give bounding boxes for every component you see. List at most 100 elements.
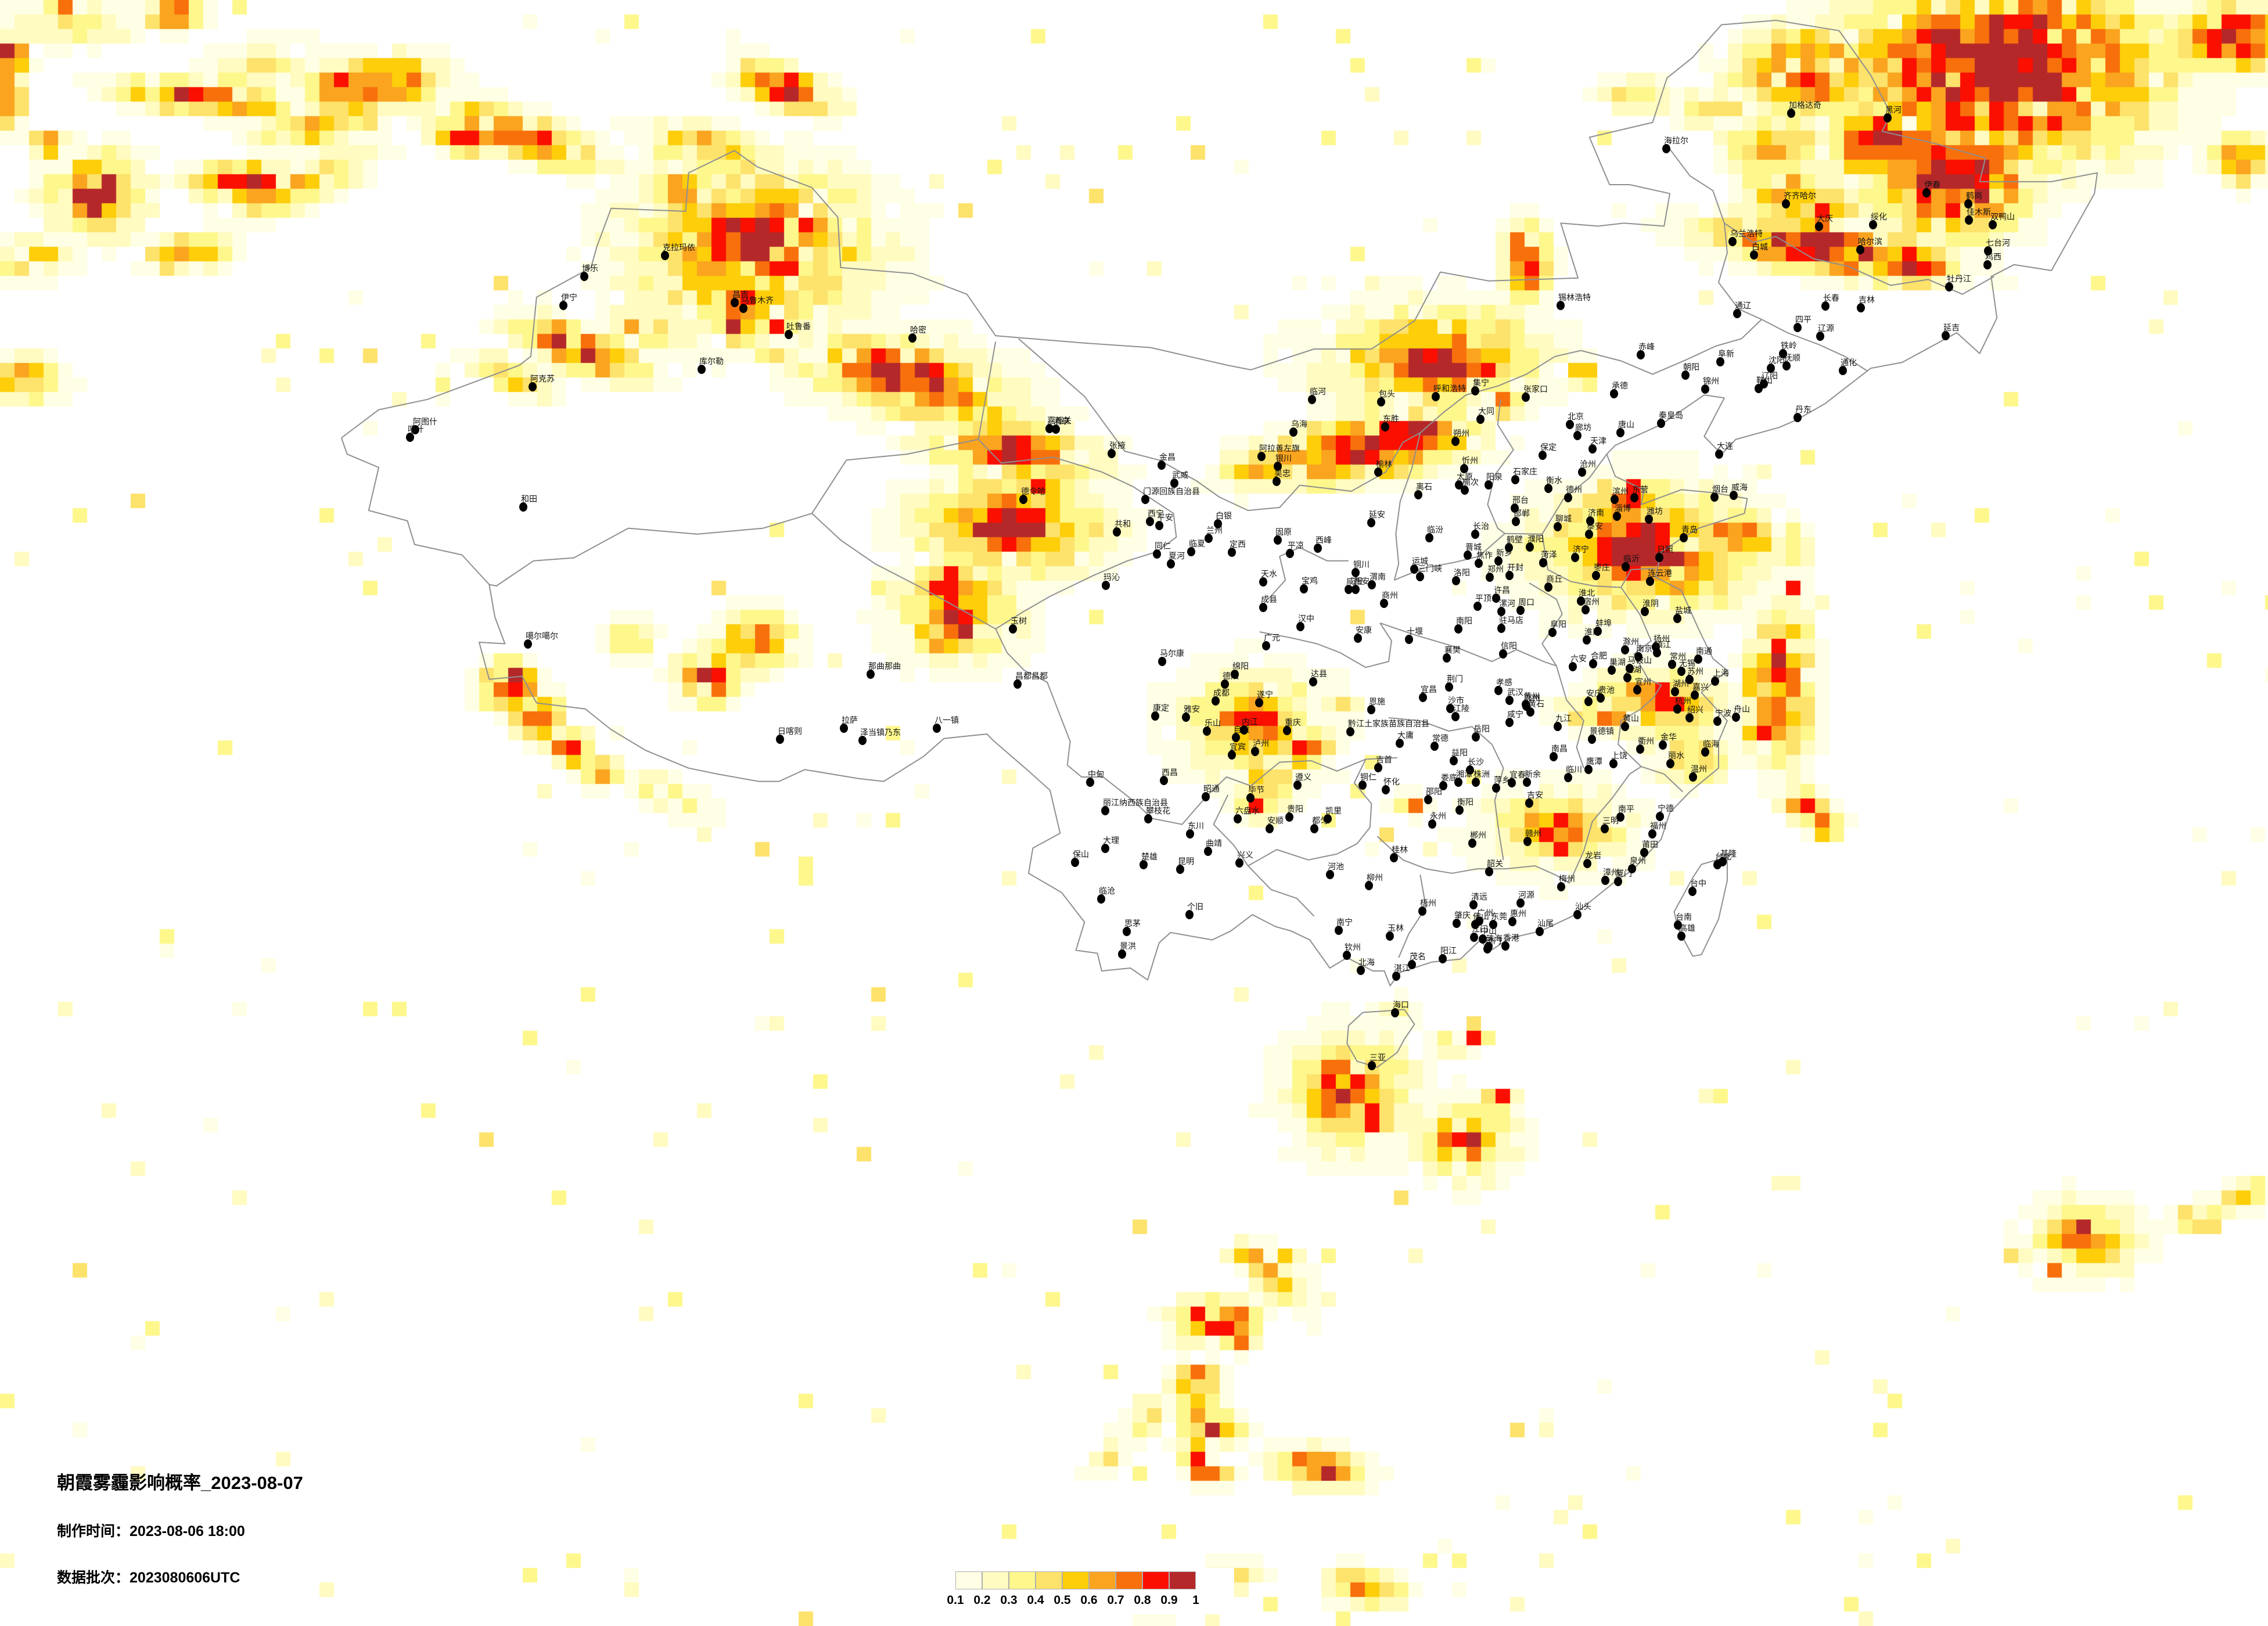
city-dot-icon bbox=[1479, 934, 1487, 944]
city-dot-icon bbox=[1691, 690, 1699, 700]
city-dot-icon bbox=[1689, 772, 1697, 782]
city-dot-icon bbox=[1622, 562, 1630, 571]
city-label: 大同 bbox=[1478, 406, 1494, 416]
city-label: 吉林 bbox=[1859, 295, 1875, 304]
city-label: 思茅 bbox=[1124, 919, 1141, 928]
city-dot-icon bbox=[1733, 309, 1741, 318]
city-dot-icon bbox=[1668, 660, 1676, 669]
city-dot-icon bbox=[1470, 933, 1478, 942]
city-dot-icon bbox=[1472, 778, 1480, 787]
city-label: 榆林 bbox=[1376, 459, 1392, 469]
city-dot-icon bbox=[1335, 926, 1343, 935]
city-label: 日喀则 bbox=[778, 726, 802, 736]
city-dot-icon bbox=[1357, 966, 1365, 975]
city-label: 哈尔滨 bbox=[1858, 237, 1882, 246]
city-label: 吴忠 bbox=[1274, 469, 1291, 478]
city-label: 吉首 bbox=[1376, 755, 1392, 764]
city-dot-icon bbox=[1884, 113, 1892, 123]
city-dot-icon bbox=[1583, 859, 1591, 868]
city-label: 阜新 bbox=[1718, 349, 1734, 358]
city-label: 延安 bbox=[1369, 510, 1385, 519]
city-dot-icon bbox=[1501, 941, 1509, 951]
city-dot-icon bbox=[731, 298, 739, 307]
city-label: 楚雄 bbox=[1141, 852, 1158, 861]
city-label: 张掖 bbox=[1109, 441, 1126, 450]
city-label: 沈阳 bbox=[1769, 355, 1785, 365]
city-label: 马鞍山 bbox=[1627, 656, 1652, 665]
city-dot-icon bbox=[1609, 759, 1618, 768]
city-label: 永州 bbox=[1430, 811, 1446, 821]
city-dot-icon bbox=[1273, 477, 1281, 486]
city-label: 常州 bbox=[1670, 652, 1686, 661]
city-dot-icon bbox=[1594, 627, 1602, 636]
city-label: 成都 bbox=[1213, 688, 1230, 697]
city-dot-icon bbox=[1439, 954, 1447, 963]
city-label: 郑州 bbox=[1487, 564, 1504, 574]
production-time-line: 制作时间：2023-08-06 18:00 bbox=[57, 1520, 303, 1541]
city-label: 淮阴 bbox=[1642, 599, 1659, 608]
city-dot-icon bbox=[1052, 425, 1060, 434]
city-label: 南宁 bbox=[1336, 918, 1353, 927]
city-label: 香港 bbox=[1503, 933, 1519, 942]
city-dot-icon bbox=[1425, 533, 1433, 542]
city-dot-icon bbox=[1485, 867, 1493, 876]
city-label: 聊城 bbox=[1555, 514, 1572, 523]
city-dot-icon bbox=[1662, 144, 1670, 153]
city-label: 和田 bbox=[521, 494, 537, 503]
city-dot-icon bbox=[1445, 682, 1453, 692]
city-label: 临河 bbox=[1310, 387, 1326, 396]
city-dot-icon bbox=[1505, 696, 1514, 705]
city-label: 辽阳 bbox=[1762, 371, 1778, 380]
city-label: 拉萨 bbox=[842, 715, 858, 725]
city-dot-icon bbox=[1583, 635, 1591, 645]
city-dot-icon bbox=[1101, 806, 1109, 815]
city-dot-icon bbox=[1945, 282, 1953, 292]
city-dot-icon bbox=[1640, 848, 1648, 857]
city-label: 南阳 bbox=[1456, 616, 1472, 625]
city-dot-icon bbox=[1544, 484, 1552, 493]
city-dot-icon bbox=[1345, 585, 1353, 594]
city-dot-icon bbox=[1428, 819, 1436, 829]
city-dot-icon bbox=[1367, 518, 1375, 527]
city-dot-icon bbox=[1377, 397, 1385, 406]
city-label: 福州 bbox=[1650, 821, 1666, 830]
city-label: 克拉玛依 bbox=[663, 243, 695, 252]
city-dot-icon bbox=[1255, 698, 1263, 707]
city-label: 酒泉 bbox=[1054, 416, 1070, 426]
city-dot-icon bbox=[1432, 392, 1440, 401]
city-label: 三亚 bbox=[1370, 1053, 1386, 1062]
city-label: 枣庄 bbox=[1594, 563, 1610, 572]
city-label: 乌海 bbox=[1291, 419, 1307, 429]
city-dot-icon bbox=[1390, 853, 1398, 862]
city-dot-icon bbox=[1511, 503, 1519, 513]
city-dot-icon bbox=[1419, 693, 1427, 702]
city-dot-icon bbox=[1443, 653, 1451, 663]
city-dot-icon bbox=[1234, 814, 1242, 823]
city-label: 贵池 bbox=[1598, 685, 1615, 695]
city-dot-icon bbox=[1701, 747, 1709, 757]
city-dot-icon bbox=[1984, 246, 1992, 256]
city-dot-icon bbox=[1203, 726, 1211, 736]
city-dot-icon bbox=[1374, 467, 1382, 477]
city-dot-icon bbox=[1151, 711, 1159, 721]
city-label: 阳江 bbox=[1440, 946, 1457, 955]
city-dot-icon bbox=[1512, 517, 1520, 526]
city-label: 张家口 bbox=[1523, 384, 1548, 394]
data-batch-label: 数据批次： bbox=[57, 1570, 130, 1586]
city-label: 呼和浩特 bbox=[1433, 384, 1466, 393]
city-label: 晋城 bbox=[1465, 542, 1482, 552]
city-dot-icon bbox=[785, 330, 793, 339]
city-dot-icon bbox=[1539, 451, 1547, 460]
city-dot-icon bbox=[1472, 732, 1480, 742]
city-label: 临海 bbox=[1703, 739, 1719, 749]
city-label: 合肥 bbox=[1591, 651, 1607, 660]
city-label: 景德镇 bbox=[1590, 726, 1614, 736]
city-dot-icon bbox=[1473, 602, 1482, 611]
city-label: 铜川 bbox=[1353, 560, 1370, 569]
city-label: 连云港 bbox=[1648, 569, 1672, 578]
city-label: 忻州 bbox=[1462, 456, 1478, 465]
city-dot-icon bbox=[1633, 685, 1641, 695]
city-dot-icon bbox=[1380, 599, 1388, 608]
city-label: 德州 bbox=[1566, 485, 1582, 494]
city-label: 咸阳 bbox=[1346, 577, 1363, 586]
